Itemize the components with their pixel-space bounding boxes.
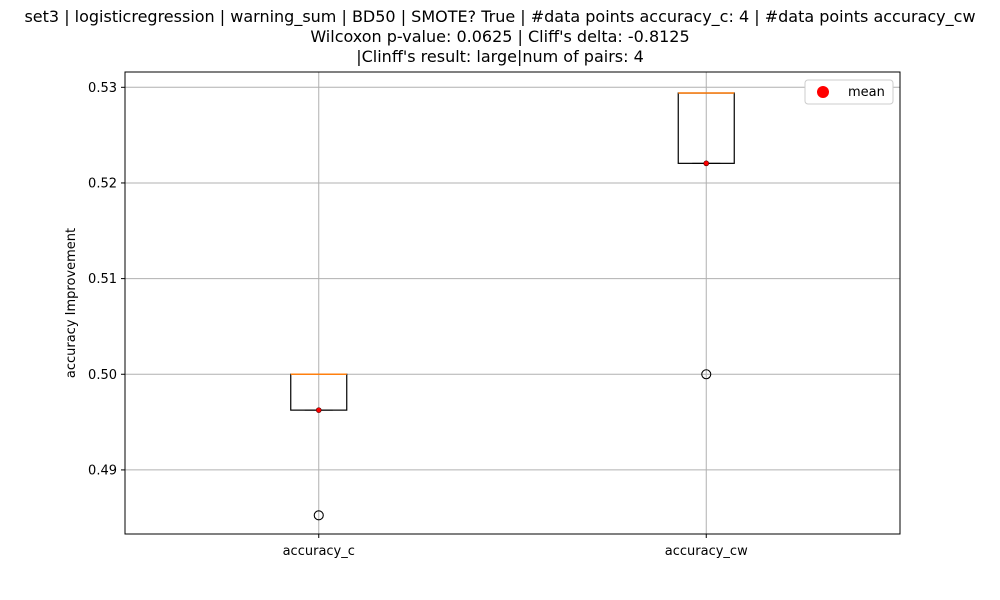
mean-point xyxy=(703,160,710,167)
outlier-point xyxy=(701,369,712,380)
plot-frame xyxy=(124,71,901,535)
legend: mean xyxy=(804,79,894,105)
chart-title-line-1: set3 | logisticregression | warning_sum … xyxy=(24,7,975,27)
y-axis-ticks: 0.49 0.50 0.51 0.52 0.53 xyxy=(88,81,125,478)
legend-mean-marker xyxy=(817,86,829,98)
legend-box xyxy=(804,79,894,105)
mean-point xyxy=(315,407,322,413)
y-tick-label: 0.52 xyxy=(88,176,117,191)
y-tick-label: 0.50 xyxy=(88,368,117,383)
grid-lines xyxy=(125,72,900,534)
box-accuracy_cw xyxy=(677,92,735,380)
legend-mean-label: mean xyxy=(848,85,885,100)
y-tick-label: 0.53 xyxy=(88,81,117,96)
box-accuracy_c xyxy=(290,373,348,521)
box-plots xyxy=(290,92,735,521)
chart-title-line-2: Wilcoxon p-value: 0.0625 | Cliff's delta… xyxy=(310,27,689,46)
x-tick-label: accuracy_c xyxy=(283,544,355,559)
x-axis-ticks: accuracy_c accuracy_cw xyxy=(283,534,748,559)
x-tick-label: accuracy_cw xyxy=(665,544,748,559)
y-axis-label: accuracy Improvement xyxy=(64,228,79,378)
y-tick-label: 0.51 xyxy=(88,272,117,287)
outlier-point xyxy=(313,510,324,521)
y-tick-label: 0.49 xyxy=(88,463,117,478)
chart-title-line-3: |Clinff's result: large|num of pairs: 4 xyxy=(356,47,644,66)
